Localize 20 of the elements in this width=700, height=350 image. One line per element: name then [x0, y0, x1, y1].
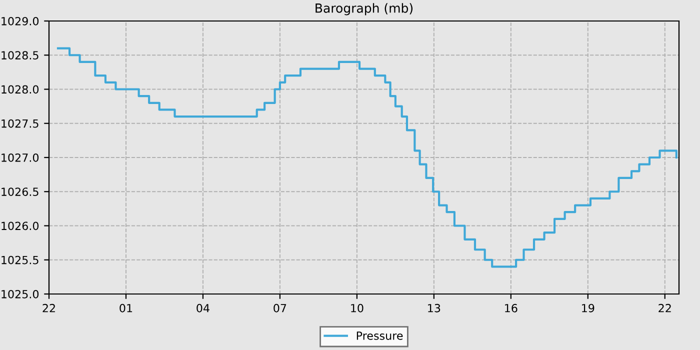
x-tick-label: 01	[120, 304, 132, 312]
x-tick-label: 16	[505, 304, 518, 312]
x-tick-label: 22	[42, 304, 55, 312]
y-tick-label: 1027.0	[2, 153, 39, 162]
y-tick-label: 1025.5	[2, 256, 38, 264]
y-tick-label: 1027.5	[2, 119, 38, 128]
y-tick-label: 1028.0	[2, 85, 39, 94]
y-tick-label: 1028.5	[2, 51, 38, 60]
x-tick-label: 04	[196, 304, 210, 312]
x-tick-label: 13	[428, 304, 440, 312]
x-tick-label: 07	[274, 304, 286, 312]
chart-title: Barograph (mb)	[316, 3, 413, 16]
y-tick-label: 1025.0	[2, 290, 39, 298]
x-tick-label: 10	[351, 304, 364, 312]
y-tick-label: 1026.5	[2, 188, 38, 196]
y-tick-label: 1026.0	[2, 222, 39, 230]
x-tick-label: 22	[658, 304, 671, 312]
x-tick-label: 19	[582, 304, 594, 312]
y-tick-label: 1029.0	[2, 16, 39, 26]
legend-label: Pressure	[356, 332, 403, 340]
